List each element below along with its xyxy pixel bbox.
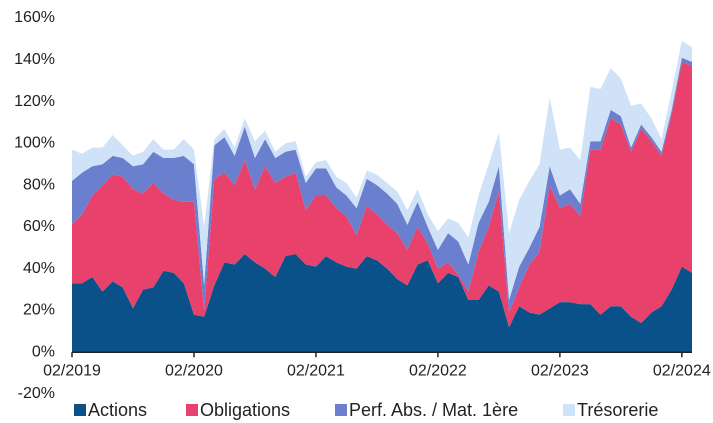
y-tick-label: 100% <box>14 135 55 152</box>
legend-swatch <box>335 404 347 416</box>
legend-swatch <box>74 404 86 416</box>
y-tick-label: 140% <box>14 51 55 68</box>
y-tick-label: 0% <box>32 343 55 360</box>
x-tick-label: 02/2022 <box>409 362 467 379</box>
area <box>72 40 692 300</box>
legend-swatch <box>563 404 575 416</box>
legend-label: Perf. Abs. / Mat. 1ère <box>349 400 518 420</box>
y-tick-label: 60% <box>23 218 55 235</box>
area <box>72 61 692 328</box>
y-tick-label: 80% <box>23 176 55 193</box>
y-tick-label: 40% <box>23 260 55 277</box>
x-tick-label: 02/2020 <box>165 362 223 379</box>
y-tick-label: 120% <box>14 93 55 110</box>
x-tick-label: 02/2023 <box>531 362 589 379</box>
x-tick-label: 02/2021 <box>287 362 345 379</box>
y-tick-label: 20% <box>23 302 55 319</box>
legend-label: Obligations <box>200 400 290 420</box>
x-tick-label: 02/2019 <box>43 362 101 379</box>
x-tick-label: 02/2024 <box>653 362 711 379</box>
area <box>72 57 692 313</box>
legend-swatch <box>186 404 198 416</box>
area <box>72 254 692 353</box>
y-tick-label: 160% <box>14 9 55 26</box>
y-tick-label: -20% <box>18 385 55 402</box>
legend-label: Actions <box>88 400 147 420</box>
legend-label: Trésorerie <box>577 400 658 420</box>
